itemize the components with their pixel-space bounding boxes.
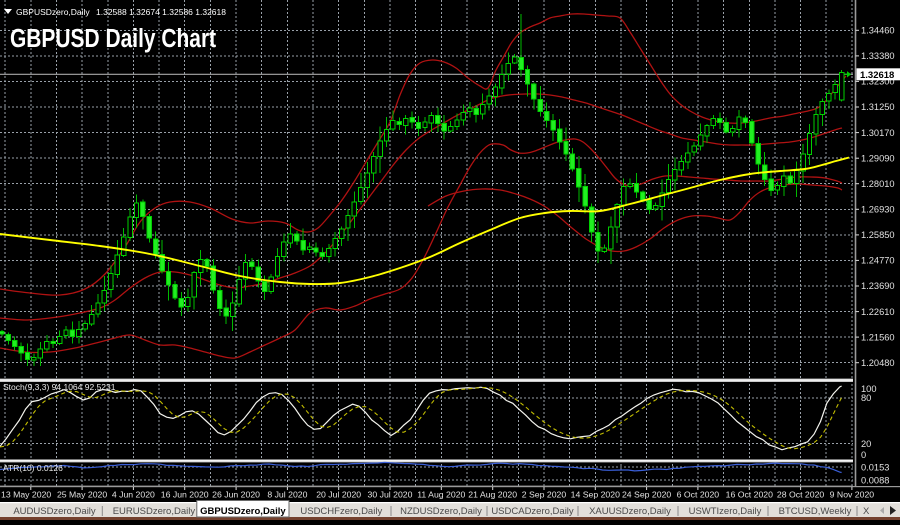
svg-text:AUDUSDzero,Daily: AUDUSDzero,Daily xyxy=(13,506,96,517)
svg-text:1.33380: 1.33380 xyxy=(861,51,895,61)
svg-text:XAUUSDzero,Daily: XAUUSDzero,Daily xyxy=(589,506,671,517)
svg-text:80: 80 xyxy=(861,393,871,403)
svg-text:GBPUSDzero,Daily: GBPUSDzero,Daily xyxy=(200,506,286,517)
svg-text:0.0153: 0.0153 xyxy=(861,462,889,472)
svg-text:24 Sep 2020: 24 Sep 2020 xyxy=(622,490,671,500)
svg-text:EURUSDzero,Daily: EURUSDzero,Daily xyxy=(113,506,196,517)
svg-text:1.21560: 1.21560 xyxy=(861,332,895,342)
svg-text:NZDUSDzero,Daily: NZDUSDzero,Daily xyxy=(400,506,482,517)
svg-text:2 Sep 2020: 2 Sep 2020 xyxy=(522,490,567,500)
svg-text:Stoch(9,3,3) 94.1064 92.5231: Stoch(9,3,3) 94.1064 92.5231 xyxy=(3,382,116,392)
svg-text:1.24770: 1.24770 xyxy=(861,256,895,266)
svg-text:ATR(10) 0.0126: ATR(10) 0.0126 xyxy=(3,463,63,473)
svg-text:20 Jul 2020: 20 Jul 2020 xyxy=(316,490,361,500)
svg-text:1.32588 1.32674 1.32586 1.3261: 1.32588 1.32674 1.32586 1.32618 xyxy=(96,7,226,17)
svg-text:BTCUSD,Weekly: BTCUSD,Weekly xyxy=(779,506,852,517)
svg-text:1.32618: 1.32618 xyxy=(860,70,894,81)
svg-text:1.29090: 1.29090 xyxy=(861,153,895,163)
svg-text:X: X xyxy=(863,506,870,517)
svg-text:9 Nov 2020: 9 Nov 2020 xyxy=(830,490,875,500)
svg-text:16 Jun 2020: 16 Jun 2020 xyxy=(161,490,209,500)
svg-text:6 Oct 2020: 6 Oct 2020 xyxy=(677,490,720,500)
svg-text:1.25850: 1.25850 xyxy=(861,230,895,240)
svg-text:USWTIzero,Daily: USWTIzero,Daily xyxy=(689,506,762,517)
svg-text:11 Aug 2020: 11 Aug 2020 xyxy=(417,490,465,500)
svg-text:1.28010: 1.28010 xyxy=(861,179,895,189)
svg-text:1.30170: 1.30170 xyxy=(861,128,895,138)
svg-text:26 Jun 2020: 26 Jun 2020 xyxy=(212,490,260,500)
svg-text:1.34460: 1.34460 xyxy=(861,26,895,36)
svg-text:1.31250: 1.31250 xyxy=(861,102,895,112)
svg-text:14 Sep 2020: 14 Sep 2020 xyxy=(571,490,620,500)
svg-text:13 May 2020: 13 May 2020 xyxy=(1,490,51,500)
svg-text:1.20480: 1.20480 xyxy=(861,358,895,368)
svg-text:20: 20 xyxy=(861,439,871,449)
svg-text:USDCHFzero,Daily: USDCHFzero,Daily xyxy=(300,506,382,517)
svg-text:1.26930: 1.26930 xyxy=(861,205,895,215)
svg-text:0: 0 xyxy=(861,450,866,460)
svg-text:USDCADzero,Daily: USDCADzero,Daily xyxy=(491,506,574,517)
svg-text:16 Oct 2020: 16 Oct 2020 xyxy=(726,490,774,500)
svg-text:28 Oct 2020: 28 Oct 2020 xyxy=(777,490,825,500)
svg-text:GBPUSD Daily Chart: GBPUSD Daily Chart xyxy=(10,25,216,54)
svg-text:GBPUSDzero,Daily: GBPUSDzero,Daily xyxy=(16,7,90,17)
svg-text:4 Jun 2020: 4 Jun 2020 xyxy=(112,490,155,500)
svg-text:21 Aug 2020: 21 Aug 2020 xyxy=(468,490,517,500)
svg-text:8 Jul 2020: 8 Jul 2020 xyxy=(267,490,307,500)
svg-text:0.0088: 0.0088 xyxy=(861,475,889,485)
svg-text:1.22610: 1.22610 xyxy=(861,307,895,317)
svg-text:1.23690: 1.23690 xyxy=(861,281,895,291)
svg-text:25 May 2020: 25 May 2020 xyxy=(57,490,107,500)
svg-text:30 Jul 2020: 30 Jul 2020 xyxy=(368,490,413,500)
